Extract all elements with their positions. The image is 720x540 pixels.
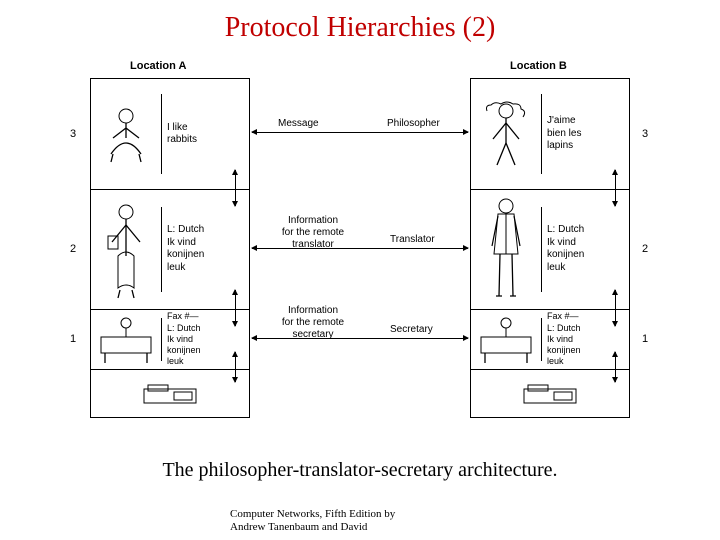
- mid-1c: secretary: [292, 329, 333, 340]
- cell-a-fax: [91, 369, 249, 419]
- arrow-a-1tofax: [235, 352, 236, 382]
- cell-a3: I likerabbits: [91, 79, 249, 189]
- arrow-b-1tofax: [615, 352, 616, 382]
- cell-b1: Fax #—L: DutchIk vindkonijnenleuk: [471, 309, 629, 369]
- translator-b-icon: [471, 190, 541, 309]
- layer-3-left: 3: [70, 128, 76, 140]
- secretary-a-icon: [91, 310, 161, 369]
- translator-a-icon: [91, 190, 161, 309]
- cell-b-fax: [471, 369, 629, 419]
- peer-label-secretary: Secretary: [390, 324, 433, 335]
- location-b-label: Location B: [510, 60, 567, 72]
- page-title: Protocol Hierarchies (2): [0, 0, 720, 44]
- layer-2-left: 2: [70, 243, 76, 255]
- mid-label-translator-info: Information for the remote translator: [273, 215, 353, 251]
- philosopher-b-icon: [471, 79, 541, 189]
- mid-2b: for the remote: [282, 227, 344, 238]
- box-a3-text: I likerabbits: [161, 94, 249, 173]
- location-a-label: Location A: [130, 60, 186, 72]
- layer-1-left: 1: [70, 333, 76, 345]
- box-a2-text: L: DutchIk vindkonijnenleuk: [161, 207, 249, 293]
- layer-3-right: 3: [642, 128, 648, 140]
- cell-b2: L: DutchIk vindkonijnenleuk: [471, 189, 629, 309]
- box-b2-text: L: DutchIk vindkonijnenleuk: [541, 207, 629, 293]
- footer-credit: Computer Networks, Fifth Edition by Andr…: [230, 508, 395, 534]
- arrow-b-2to1: [615, 290, 616, 326]
- mid-1a: Information: [288, 305, 338, 316]
- footer-line2: Andrew Tanenbaum and David: [230, 521, 395, 534]
- arrow-b-3to2: [615, 170, 616, 206]
- mid-label-message: Message: [278, 118, 319, 130]
- cell-b3: J'aimebien leslapins: [471, 79, 629, 189]
- mid-2c: translator: [292, 239, 334, 250]
- cell-a2: L: DutchIk vindkonijnenleuk: [91, 189, 249, 309]
- secretary-b-icon: [471, 310, 541, 369]
- philosopher-a-icon: [91, 79, 161, 189]
- mid-1b: for the remote: [282, 317, 344, 328]
- column-a: I likerabbits L: DutchIk vindkonijnenleu…: [90, 78, 250, 418]
- box-b3-text: J'aimebien leslapins: [541, 94, 629, 173]
- layer-2-right: 2: [642, 243, 648, 255]
- layer-1-right: 1: [642, 333, 648, 345]
- arrow-a-2to1: [235, 290, 236, 326]
- caption-text: The philosopher-translator-secretary arc…: [0, 459, 720, 482]
- cell-a1: Fax #—L: DutchIk vindkonijnenleuk: [91, 309, 249, 369]
- diagram-area: Location A Location B 3 2 1 3 2 1 I like…: [60, 58, 660, 448]
- peer-label-philosopher: Philosopher: [387, 118, 440, 129]
- fax-b-icon: [520, 381, 580, 409]
- fax-a-icon: [140, 381, 200, 409]
- peer-label-translator: Translator: [390, 234, 435, 245]
- arrow-a-3to2: [235, 170, 236, 206]
- footer-line1: Computer Networks, Fifth Edition by: [230, 508, 395, 521]
- column-b: J'aimebien leslapins L: DutchIk vindkoni…: [470, 78, 630, 418]
- arrow-peer-3: [252, 132, 468, 133]
- mid-label-secretary-info: Information for the remote secretary: [273, 305, 353, 341]
- mid-2a: Information: [288, 215, 338, 226]
